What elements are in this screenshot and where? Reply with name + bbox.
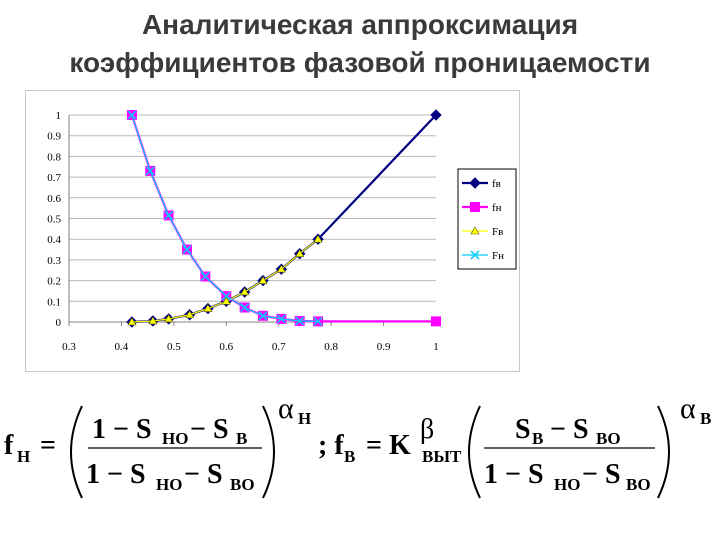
data-point-3 xyxy=(221,291,231,301)
formula-num2-b-sub: ВО xyxy=(596,429,621,448)
legend-box xyxy=(457,168,517,270)
data-point-3 xyxy=(313,316,323,326)
data-point-3 xyxy=(200,271,210,281)
x-tick-label: 0.5 xyxy=(167,341,181,353)
chart-svg: 0 0.1 0.2 0.3 0.4 0.5 0.6 0.7 0.8 0.9 1 0.3 0.4 0.5 0.… xyxy=(47,109,517,353)
legend-label: fв xyxy=(492,178,501,190)
formula-num1-a-sub: НО xyxy=(162,429,188,448)
x-tick-label: 1 xyxy=(433,341,439,353)
formula-lhs-fn-sub: Н xyxy=(17,447,30,466)
legend-marker xyxy=(469,177,481,189)
y-tick-label: 0.3 xyxy=(47,255,61,267)
data-point-2 xyxy=(203,303,213,312)
formula-paren-left-2 xyxy=(468,405,481,499)
data-point-3 xyxy=(276,314,286,324)
formula-k-sub: ВЫТ xyxy=(422,447,462,466)
formula-eq-1: = xyxy=(40,430,56,461)
legend-marker xyxy=(470,226,480,235)
formula-exp-alpha-b: α xyxy=(680,392,696,425)
formula-den2-b-sub: ВО xyxy=(626,475,651,494)
formula: f Н = 1 − S НО − S В 1 − S НО − S ВО α Н… xyxy=(4,392,711,499)
slide-title: Аналитическая аппроксимация коэффициенто… xyxy=(0,6,720,82)
y-tick-label: 0.4 xyxy=(47,234,61,246)
y-tick-label: 0.1 xyxy=(47,296,61,308)
y-tick-label: 0.8 xyxy=(47,151,61,163)
data-point-2 xyxy=(185,310,195,319)
formula-exp-alpha-n-sub: Н xyxy=(298,409,311,428)
y-tick-label: 0.9 xyxy=(47,131,61,143)
data-point-3 xyxy=(182,245,192,255)
formula-den2-b: − S xyxy=(582,459,621,490)
formula-paren-left-1 xyxy=(70,405,83,499)
legend-marker xyxy=(470,250,480,260)
data-point-2 xyxy=(240,287,250,296)
legend-marker xyxy=(470,202,480,212)
formula-num1-a: 1 − S xyxy=(92,414,152,445)
y-tick-label: 0.5 xyxy=(47,214,61,226)
formula-lhs-fb-sub: В xyxy=(344,447,355,466)
data-point-3 xyxy=(258,311,268,321)
x-tick-label: 0.7 xyxy=(272,341,286,353)
formula-exp-alpha-n: α xyxy=(278,392,294,425)
formula-beta: β xyxy=(420,414,434,445)
y-tick-label: 0.7 xyxy=(47,172,61,184)
formula-den2-a-sub: НО xyxy=(554,475,580,494)
data-point-0 xyxy=(430,109,442,121)
title-line-2: коэффициентов фазовой проницаемости xyxy=(69,47,651,78)
formula-num1-b: − S xyxy=(190,414,229,445)
data-point-2 xyxy=(276,264,286,273)
formula-sep-fb: ; f xyxy=(318,430,344,461)
formula-eq-k: = K xyxy=(366,430,411,461)
data-point-3 xyxy=(295,316,305,326)
data-point-3 xyxy=(164,210,174,220)
y-tick-label: 0.2 xyxy=(47,276,61,288)
chart-frame: 0 0.1 0.2 0.3 0.4 0.5 0.6 0.7 0.8 0.9 1 0.3 0.4 0.5 0.… xyxy=(25,90,520,372)
y-tick-label: 0.6 xyxy=(47,193,61,205)
data-point-3 xyxy=(240,302,250,313)
legend-label: Fв xyxy=(492,226,503,238)
x-tick-label: 0.6 xyxy=(219,341,233,353)
data-point-1 xyxy=(431,316,441,327)
data-point-2 xyxy=(164,314,174,323)
data-point-3 xyxy=(145,166,155,176)
formula-paren-right-2 xyxy=(657,405,670,499)
formula-num2-a-sub: В xyxy=(532,429,543,448)
y-tick-label: 0 xyxy=(56,317,62,329)
data-point-2 xyxy=(148,316,158,325)
data-point-3 xyxy=(127,110,137,120)
data-point-2 xyxy=(127,317,137,326)
y-tick-label: 1 xyxy=(56,110,62,122)
formula-num2-b: − S xyxy=(550,414,589,445)
formula-den2-a: 1 − S xyxy=(484,459,544,490)
formula-lhs-fn: f xyxy=(4,430,14,461)
formula-den1-b: − S xyxy=(184,459,223,490)
x-tick-label: 0.3 xyxy=(62,341,76,353)
data-point-2 xyxy=(295,249,305,257)
legend-label: Fн xyxy=(492,250,504,262)
formula-paren-right-1 xyxy=(262,405,275,499)
formula-den1-a: 1 − S xyxy=(86,459,146,490)
formula-den1-b-sub: ВО xyxy=(230,475,255,494)
x-tick-label: 0.4 xyxy=(115,341,129,353)
formula-num2-a: S xyxy=(515,414,531,445)
data-point-2 xyxy=(313,234,323,243)
data-point-2 xyxy=(221,296,231,305)
x-tick-label: 0.9 xyxy=(377,341,391,353)
formula-exp-alpha-b-sub: В xyxy=(700,409,711,428)
formula-num1-b-sub: В xyxy=(236,429,247,448)
data-point-2 xyxy=(258,275,268,284)
formula-den1-a-sub: НО xyxy=(156,475,182,494)
title-line-1: Аналитическая аппроксимация xyxy=(141,9,579,40)
legend-label: fн xyxy=(492,202,502,214)
x-tick-label: 0.8 xyxy=(324,341,338,353)
